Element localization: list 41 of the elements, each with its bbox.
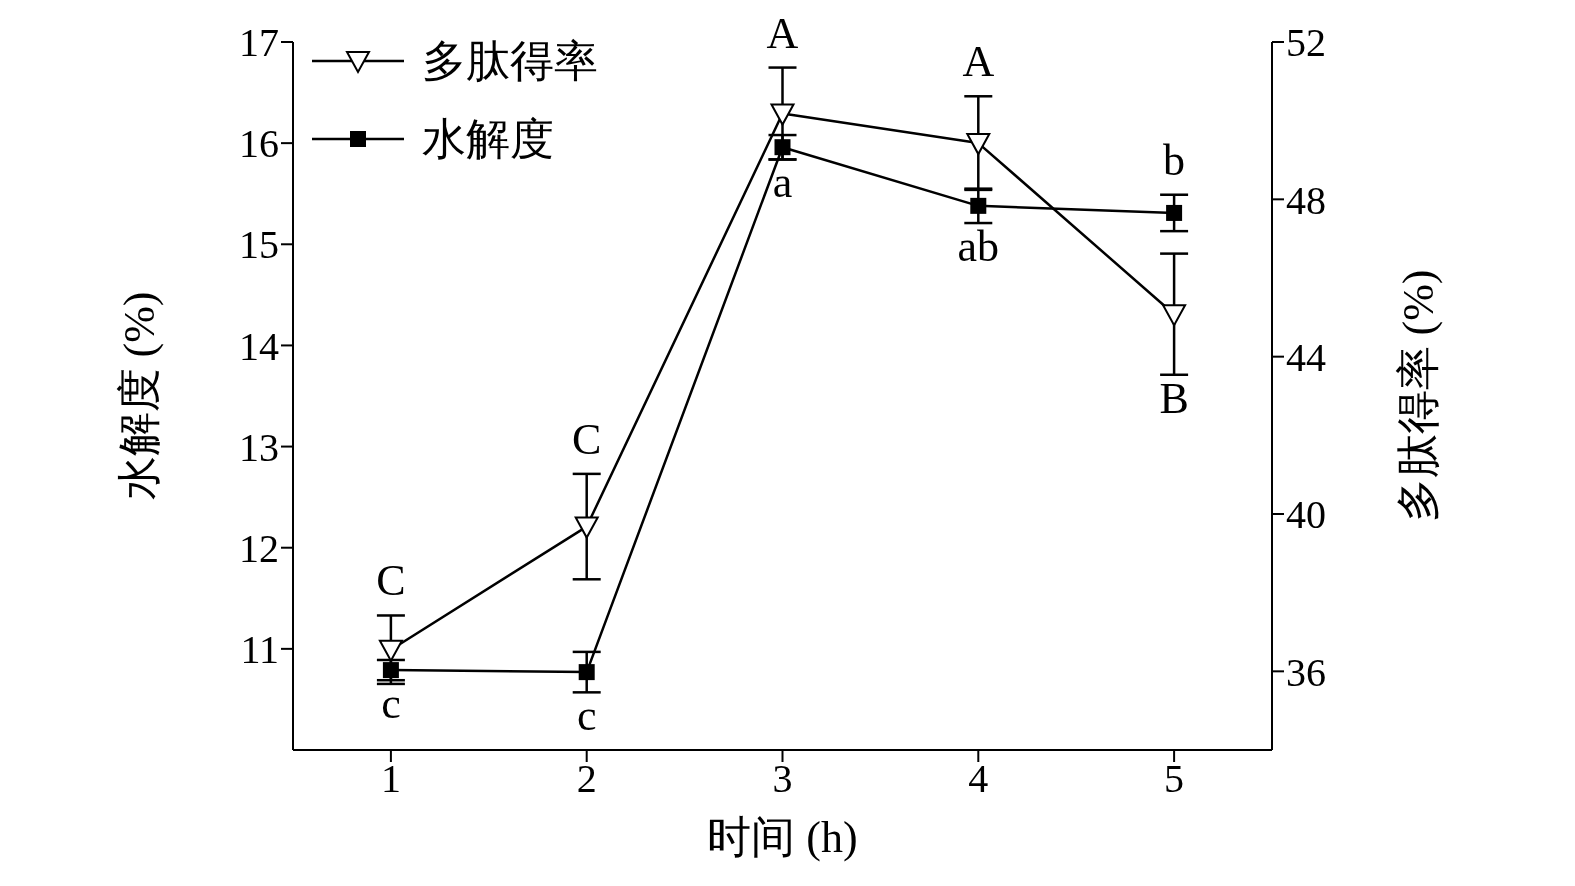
data-label: C (572, 414, 602, 464)
y-tick-label: 15 (239, 222, 279, 268)
legend-label: 水解度 (422, 113, 554, 166)
x-tick-label: 2 (576, 756, 597, 802)
point (574, 516, 599, 539)
y2-tick-label: 40 (1286, 492, 1326, 538)
point (970, 197, 987, 214)
x-tick-label: 4 (968, 756, 989, 802)
y-tick-label: 14 (239, 323, 279, 369)
data-label: A (766, 8, 799, 58)
y-tick-label: 12 (239, 525, 279, 571)
y2-tick-label: 36 (1286, 649, 1326, 695)
data-label: c (576, 691, 597, 741)
point (1166, 204, 1183, 221)
point (378, 639, 403, 662)
x-tick-label: 1 (380, 756, 401, 802)
y-tick-label: 13 (239, 424, 279, 470)
y2-tick-label: 52 (1286, 20, 1326, 66)
point (774, 139, 791, 156)
y2-axis-title: 多肽得率 (%) (1393, 269, 1443, 523)
legend-label: 多肽得率 (422, 35, 598, 88)
y-tick-label: 11 (240, 627, 279, 673)
y-tick-label: 16 (239, 121, 279, 167)
data-label: b (1163, 135, 1186, 185)
x-tick-label: 5 (1164, 756, 1185, 802)
data-label: c (381, 679, 401, 729)
x-tick-label: 3 (772, 756, 793, 802)
point (578, 664, 595, 681)
x-axis-title: 时间 (h) (707, 813, 858, 862)
point (770, 103, 795, 126)
point (1162, 304, 1187, 327)
data-label: ab (957, 222, 1000, 272)
point (966, 133, 991, 156)
data-label: a (772, 158, 793, 208)
data-label: B (1159, 373, 1189, 423)
y2-tick-label: 44 (1286, 334, 1326, 380)
y-axis-title: 水解度 (%) (114, 291, 164, 501)
data-label: C (376, 556, 406, 606)
data-label: A (962, 37, 995, 87)
y-tick-label: 17 (239, 20, 279, 66)
y2-tick-label: 48 (1286, 177, 1326, 223)
